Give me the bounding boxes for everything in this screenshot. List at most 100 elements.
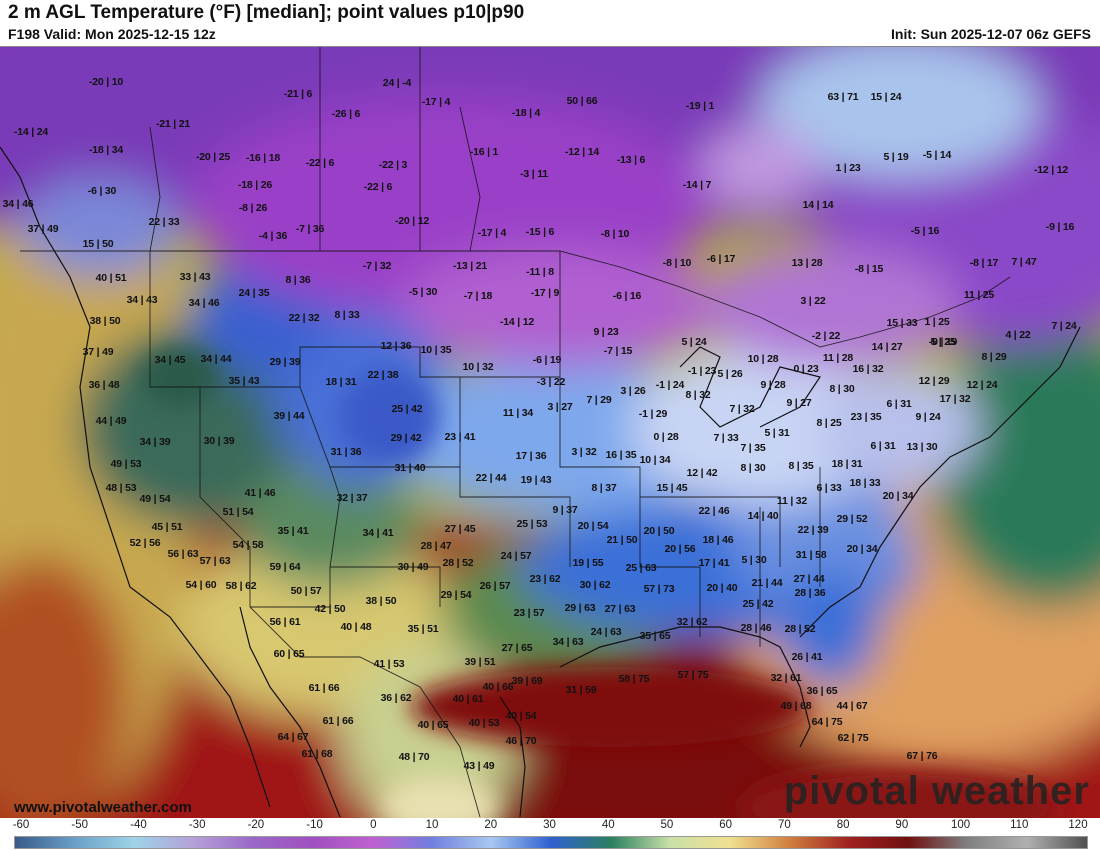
point-value-label: 28 | 52: [442, 557, 474, 569]
point-value-label: -0 | 19: [928, 336, 958, 348]
point-value-label: 34 | 43: [126, 294, 158, 306]
point-value-label: -5 | 16: [910, 225, 940, 237]
point-value-label: -6 | 19: [532, 354, 562, 366]
map-title: 2 m AGL Temperature (°F) [median]; point…: [8, 2, 525, 23]
point-value-label: -19 | 1: [685, 100, 715, 112]
point-value-label: 41 | 53: [373, 658, 405, 670]
point-value-label: 29 | 42: [390, 432, 422, 444]
colorbar-tick: 40: [601, 819, 615, 831]
temperature-map[interactable]: -20 | 10 -14 | 24 -21 | 21 -18 | 34 -21 | 6 -…: [0, 46, 1100, 819]
point-value-label: 51 | 54: [222, 506, 254, 518]
point-value-label: 41 | 46: [244, 487, 276, 499]
point-value-label: 34 | 46: [188, 297, 220, 309]
point-value-label: 49 | 54: [139, 493, 171, 505]
point-value-label: 18 | 31: [325, 376, 357, 388]
point-value-label: 8 | 30: [740, 462, 766, 474]
point-value-label: 25 | 42: [391, 403, 423, 415]
point-value-label: -16 | 1: [469, 146, 499, 158]
point-value-label: 34 | 39: [139, 436, 171, 448]
point-value-label: 40 | 61: [452, 693, 484, 705]
point-value-label: 0 | 28: [653, 431, 679, 443]
point-value-label: -8 | 10: [600, 228, 630, 240]
point-value-label: -5 | 30: [408, 286, 438, 298]
point-value-label: 7 | 35: [740, 442, 766, 454]
point-value-label: 43 | 49: [463, 760, 495, 772]
point-value-label: -14 | 24: [13, 126, 49, 138]
point-value-label: 57 | 73: [643, 583, 675, 595]
point-value-label: -18 | 4: [511, 107, 541, 119]
site-url[interactable]: www.pivotalweather.com: [14, 799, 192, 816]
point-value-label: 38 | 50: [89, 315, 121, 327]
point-value-label: 58 | 62: [225, 580, 257, 592]
point-value-label: 29 | 52: [836, 513, 868, 525]
point-value-label: 10 | 34: [639, 454, 671, 466]
point-value-label: 56 | 61: [269, 616, 301, 628]
point-value-label: 12 | 36: [380, 340, 412, 352]
point-value-label: 5 | 25: [930, 336, 956, 348]
point-value-label: 15 | 50: [82, 238, 114, 250]
point-value-label: -1 | 23: [687, 365, 717, 377]
point-value-label: 48 | 53: [105, 482, 137, 494]
colorbar-tick: 110: [1010, 819, 1029, 831]
point-value-label: -1 | 29: [638, 408, 668, 420]
point-value-label: 63 | 71: [827, 91, 859, 103]
point-value-label: 27 | 45: [444, 523, 476, 535]
point-value-label: -3 | 22: [536, 376, 566, 388]
point-value-label: 19 | 55: [572, 557, 604, 569]
point-value-label: 34 | 46: [2, 198, 34, 210]
point-value-label: -26 | 6: [331, 108, 361, 120]
point-value-label: 21 | 44: [751, 577, 783, 589]
colorbar-tick: 120: [1068, 819, 1088, 831]
point-value-label: 7 | 32: [729, 403, 755, 415]
point-value-label: -8 | 26: [238, 202, 268, 214]
point-value-label: 9 | 28: [760, 379, 786, 391]
point-value-label: 56 | 63: [167, 548, 199, 560]
point-value-label: 9 | 23: [593, 326, 619, 338]
point-value-label: 61 | 66: [322, 715, 354, 727]
point-value-label: -1 | 24: [655, 379, 685, 391]
init-time: Init: Sun 2025-12-07 06z GEFS: [891, 26, 1091, 42]
colorbar-tick: -30: [188, 819, 206, 831]
point-value-label: -18 | 26: [237, 179, 273, 191]
point-value-label: 19 | 43: [520, 474, 552, 486]
point-value-label: 40 | 48: [340, 621, 372, 633]
point-value-label: 60 | 65: [273, 648, 305, 660]
colorbar-tick: -10: [306, 819, 323, 831]
point-value-label: 23 | 35: [850, 411, 882, 423]
point-value-label: 5 | 26: [717, 368, 743, 380]
point-value-label: 50 | 66: [566, 95, 598, 107]
point-value-label: 20 | 56: [664, 543, 696, 555]
point-value-label: 8 | 32: [685, 389, 711, 401]
point-value-label: 25 | 53: [516, 518, 548, 530]
point-value-label: 67 | 76: [906, 750, 938, 762]
point-value-label: 61 | 66: [308, 682, 340, 694]
point-value-label: -7 | 36: [295, 223, 325, 235]
colorbar-tick: 50: [660, 819, 674, 831]
point-value-label: -13 | 6: [616, 154, 646, 166]
point-value-label: 20 | 34: [846, 543, 878, 555]
point-value-label: 29 | 39: [269, 356, 301, 368]
point-value-label: -6 | 17: [706, 253, 736, 265]
point-value-label: 20 | 40: [706, 582, 738, 594]
point-value-label: 27 | 63: [604, 603, 636, 615]
point-value-label: -18 | 34: [88, 144, 124, 156]
point-value-label: -17 | 9: [530, 287, 560, 299]
point-value-label: 8 | 25: [816, 417, 842, 429]
point-value-label: 11 | 34: [502, 407, 534, 419]
point-value-label: -17 | 4: [477, 227, 507, 239]
colorbar: -60 -50 -40 -30 -20 -10 0 10 20 30 40 50 60 70 80 90 100…: [0, 818, 1100, 850]
point-value-label: 6 | 31: [870, 440, 896, 452]
point-value-label: 39 | 69: [511, 675, 543, 687]
point-value-label: -5 | 14: [922, 149, 952, 161]
point-value-label: 7 | 24: [1051, 320, 1077, 332]
point-value-label: 3 | 32: [571, 446, 597, 458]
point-value-label: 15 | 33: [886, 317, 918, 329]
point-value-label: 54 | 60: [185, 579, 217, 591]
point-value-label: -12 | 12: [1033, 164, 1069, 176]
point-value-label: 26 | 57: [479, 580, 511, 592]
point-value-label: -11 | 8: [526, 266, 554, 278]
point-value-label: 34 | 63: [552, 636, 584, 648]
point-value-label: -7 | 15: [603, 345, 633, 357]
point-value-label: 18 | 31: [831, 458, 863, 470]
temperature-field: [0, 47, 1100, 819]
